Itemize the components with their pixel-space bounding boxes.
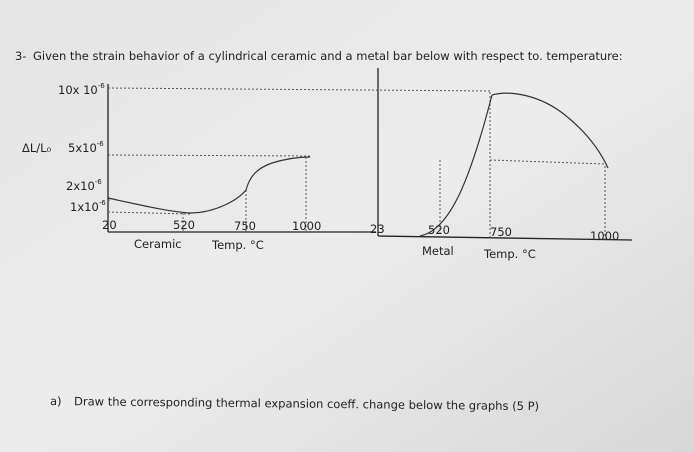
metal-tick: 1000	[590, 229, 619, 243]
metal-tick: 750	[490, 225, 512, 239]
ceramic-name: Ceramic	[134, 237, 182, 251]
metal-tick: 520	[428, 223, 450, 237]
task-letter: a)	[50, 394, 62, 408]
metal-curve-rise	[419, 94, 493, 237]
ceramic-tick: 520	[173, 218, 195, 232]
ceramic-curve	[107, 156, 311, 214]
task: a) Draw the corresponding thermal expans…	[50, 394, 539, 413]
task-text: Draw the corresponding thermal expansion…	[74, 394, 539, 413]
ceramic-tick: 20	[102, 218, 117, 232]
strain-level: 1x10-6	[70, 199, 106, 214]
guide-lines	[107, 87, 606, 240]
metal-tick: 23	[370, 222, 385, 236]
metal-name: Metal	[422, 244, 454, 258]
metal-axis-label: Temp. °C	[483, 247, 536, 261]
strain-level: 10x 10-6	[58, 82, 105, 97]
question-text: Given the strain behavior of a cylindric…	[33, 49, 623, 63]
metal-curve-fall	[491, 92, 609, 169]
ceramic-axes	[107, 84, 376, 233]
strain-level: 2x10-6	[66, 178, 102, 193]
ceramic-tick: 1000	[292, 219, 321, 233]
strain-level: 5x10-6	[68, 140, 104, 155]
strain-axis-label: ΔL/L₀	[22, 141, 52, 155]
question-number: 3-	[15, 49, 26, 63]
ceramic-tick: 750	[234, 219, 256, 233]
ceramic-axis-label: Temp. °C	[211, 238, 264, 252]
metal-axes	[377, 68, 633, 241]
